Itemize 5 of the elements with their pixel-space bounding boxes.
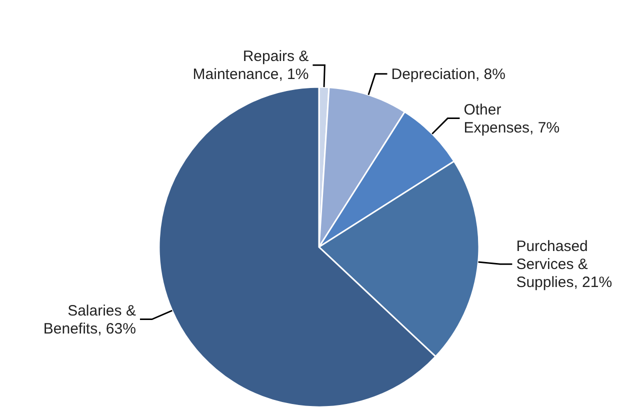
slice-label: Repairs & Maintenance, 1% [192,48,309,84]
slice-label: Other Expenses, 7% [464,101,560,136]
slice-label: Depreciation, 8% [391,66,506,83]
slice-label: Purchased Services & Supplies, 21% [516,238,612,292]
slice-label: Salaries & Benefits, 63% [43,302,136,338]
